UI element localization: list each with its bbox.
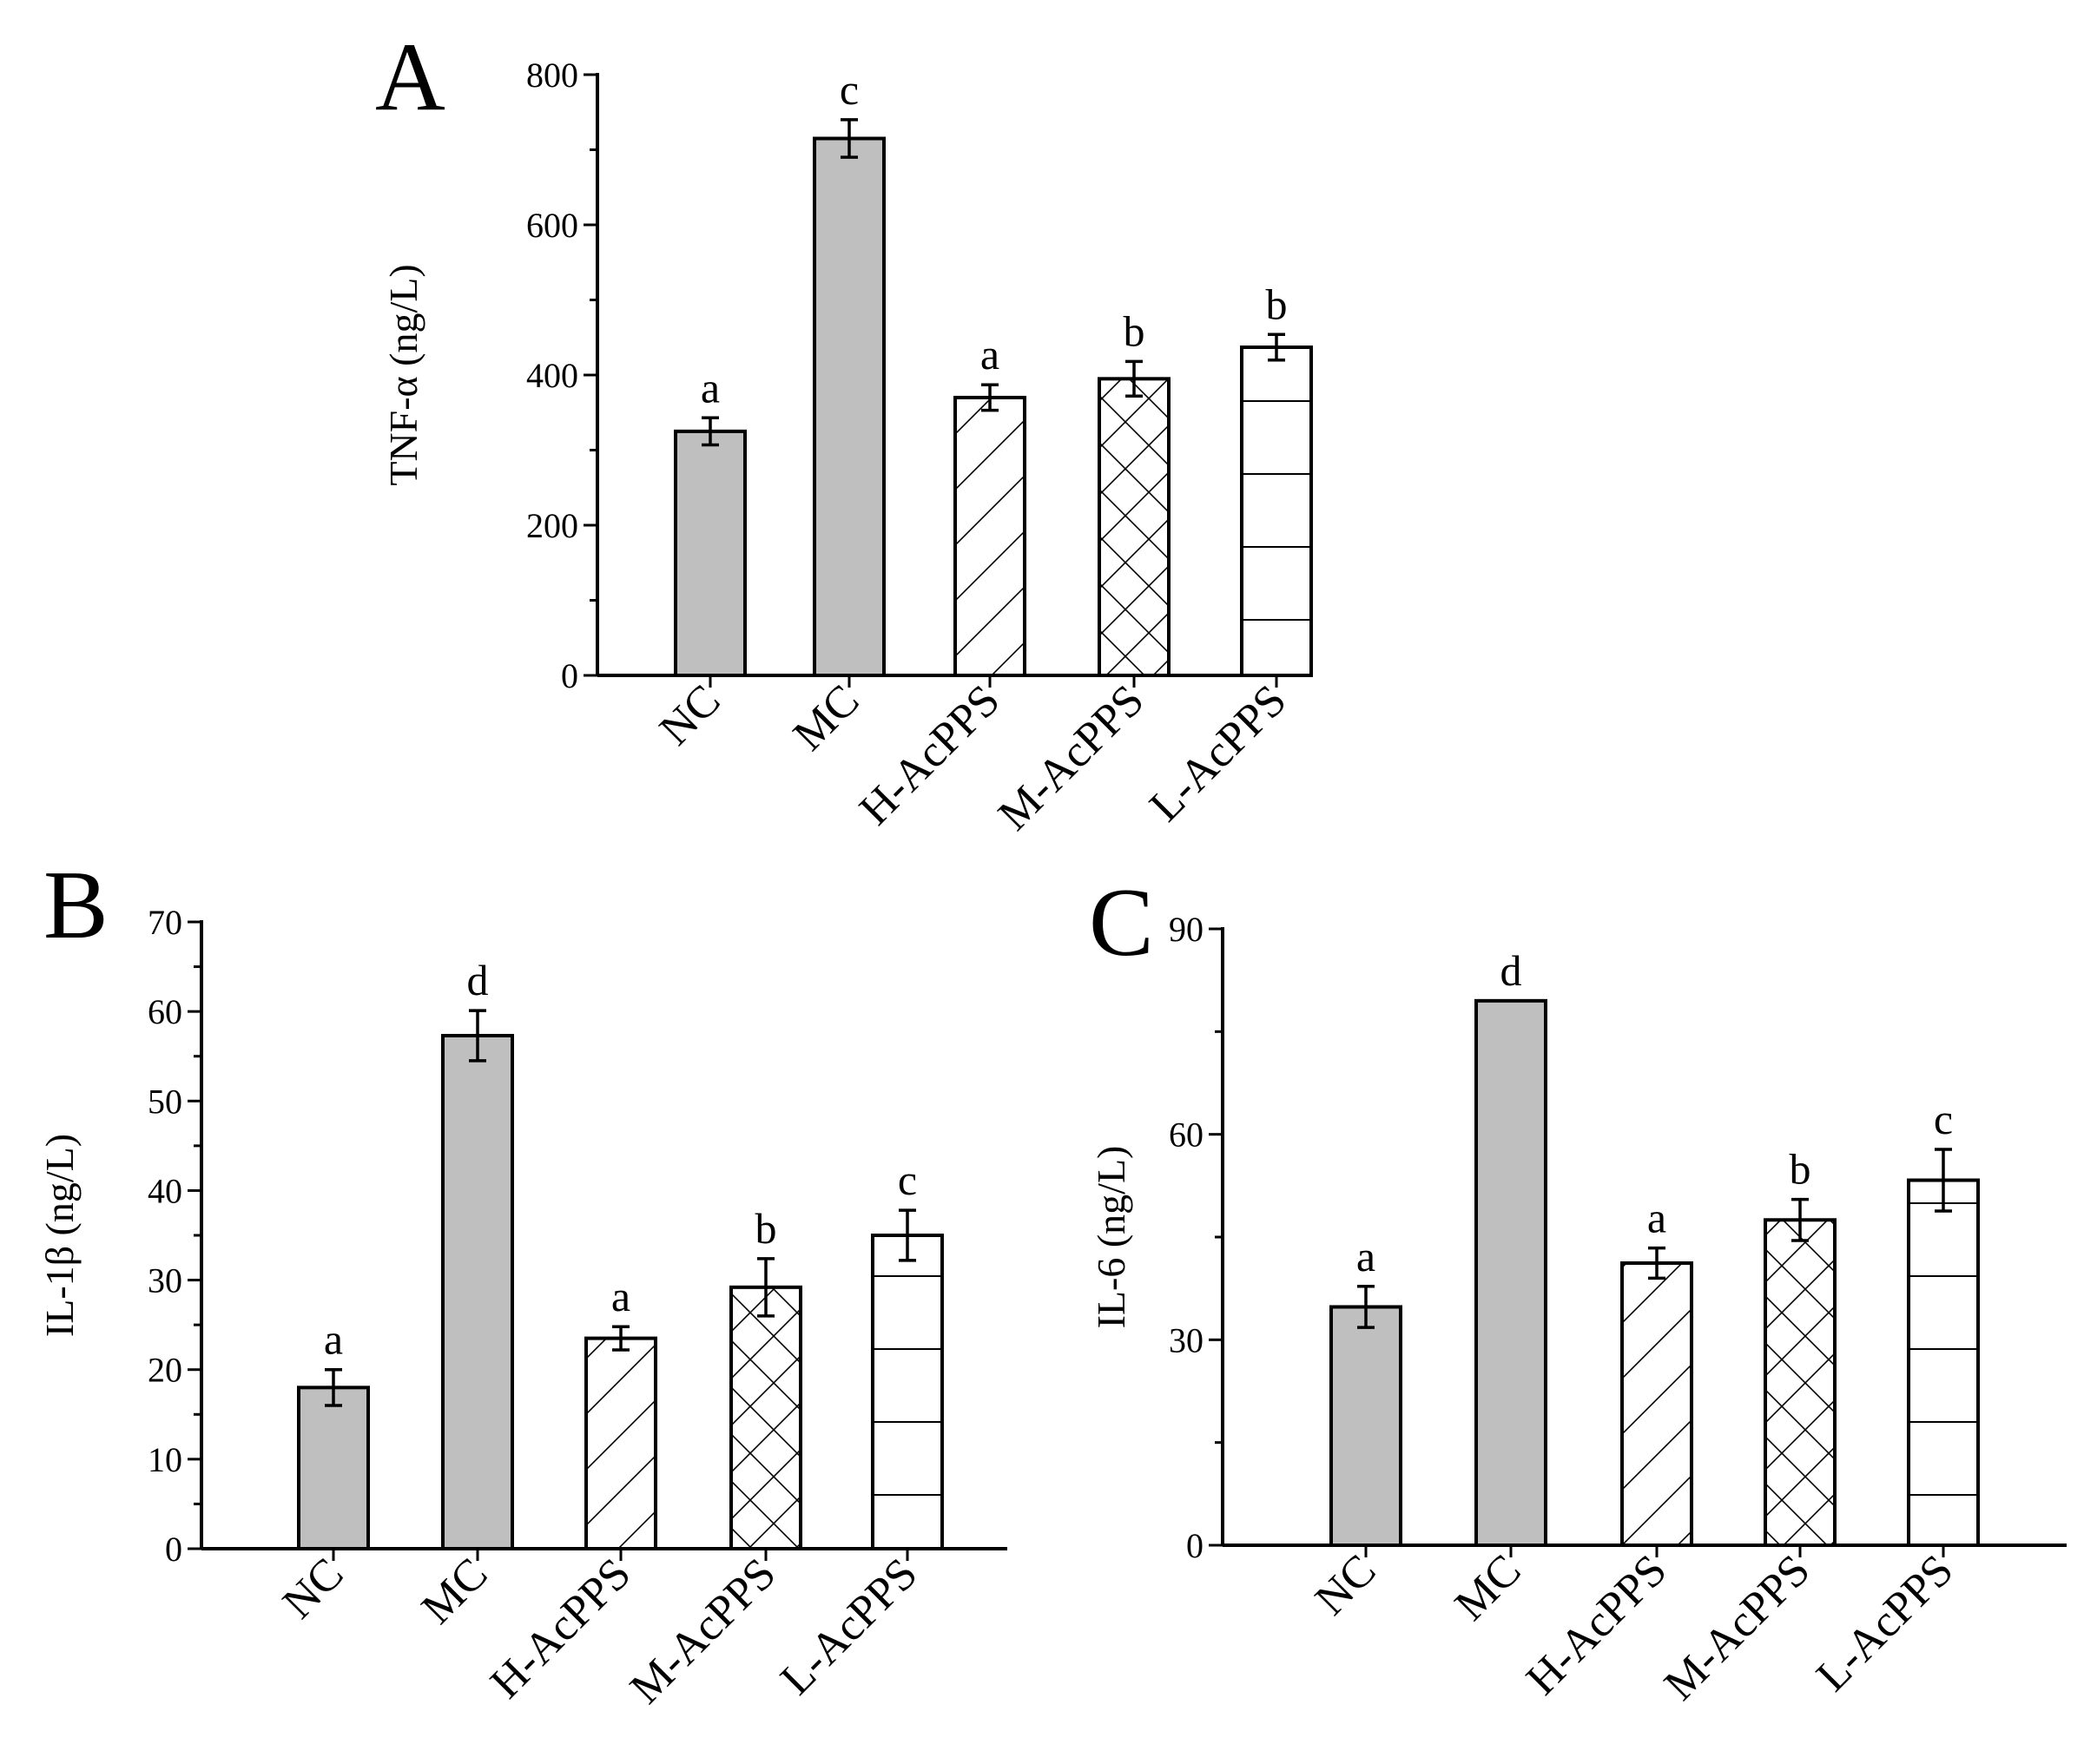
bar-mc [813, 136, 886, 677]
panel-b: B IL-1β (ng/L) 0 10 20 30 40 50 60 70 a NC d MC a H-AcP… [37, 852, 1007, 1714]
category-label: L-AcPPS [1140, 675, 1296, 831]
bar-h-acpps [953, 395, 1026, 677]
y-tick-label: 10 [148, 1440, 182, 1479]
bar-h-acpps [1620, 1260, 1693, 1547]
y-tick-label: 60 [148, 992, 182, 1031]
significance-label: d [1500, 946, 1522, 995]
category-label: NC [274, 1549, 353, 1628]
significance-label: a [611, 1272, 630, 1320]
y-axis-title: TNF-α (ng/L) [381, 264, 425, 485]
significance-label: a [324, 1315, 343, 1364]
significance-label: a [980, 330, 999, 378]
y-tick-label: 30 [1169, 1320, 1204, 1359]
significance-label: a [701, 363, 720, 411]
category-label: H-AcPPS [850, 675, 1009, 834]
significance-label: b [1266, 280, 1288, 328]
panel-a: A TNF-α (ng/L) 0 200 400 600 800 a NC c MC a H-AcPPS… [375, 23, 1313, 840]
category-label: H-AcPPS [1517, 1545, 1676, 1704]
y-tick-label: 30 [148, 1261, 182, 1300]
significance-label: c [1934, 1095, 1953, 1143]
category-label: L-AcPPS [771, 1549, 927, 1704]
y-tick-label: 20 [148, 1351, 182, 1390]
bar-m-acpps [1764, 1218, 1837, 1548]
y-tick-label: 70 [148, 903, 182, 942]
bar-l-acpps [1907, 1178, 1980, 1547]
significance-label: b [1124, 306, 1145, 355]
category-label: M-AcPPS [989, 675, 1153, 839]
panel-letter: B [43, 852, 109, 959]
bar-nc [297, 1386, 370, 1551]
significance-label: b [1790, 1145, 1811, 1194]
bar-mc [1474, 998, 1547, 1548]
y-tick-label: 0 [165, 1530, 182, 1569]
panel-letter: A [375, 23, 445, 131]
y-axis-title: IL-1β (ng/L) [37, 1134, 82, 1337]
y-axis-title: IL-6 (ng/L) [1089, 1146, 1133, 1329]
category-label: MC [1446, 1545, 1531, 1630]
category-label: MC [784, 675, 869, 760]
bar-l-acpps [871, 1234, 944, 1550]
y-tick-label: 800 [526, 56, 578, 95]
panel-c: C IL-6 (ng/L) 0 30 60 90 a NC d MC a H-AcPPS b M-AcPP… [1089, 869, 2067, 1710]
category-label: L-AcPPS [1807, 1545, 1962, 1701]
category-label: H-AcPPS [481, 1549, 640, 1708]
bar-nc [674, 429, 747, 677]
y-tick-label: 0 [561, 656, 578, 695]
bar-mc [441, 1033, 514, 1550]
y-tick-label: 400 [526, 356, 578, 395]
bar-m-acpps [729, 1285, 802, 1551]
y-tick-label: 200 [526, 506, 578, 545]
y-tick-label: 600 [526, 206, 578, 245]
significance-label: a [1356, 1232, 1375, 1280]
bar-nc [1329, 1305, 1402, 1547]
category-label: M-AcPPS [1655, 1545, 1819, 1709]
y-tick-label: 0 [1186, 1526, 1204, 1565]
significance-label: c [840, 65, 859, 114]
significance-label: a [1647, 1194, 1666, 1242]
y-tick-label: 60 [1169, 1116, 1204, 1155]
category-label: NC [650, 675, 729, 754]
category-label: M-AcPPS [621, 1549, 785, 1713]
significance-label: c [898, 1155, 917, 1204]
bar-l-acpps [1240, 345, 1313, 677]
category-label: MC [412, 1549, 498, 1634]
y-tick-label: 50 [148, 1082, 182, 1121]
panel-letter: C [1089, 869, 1154, 977]
bar-h-acpps [584, 1336, 657, 1550]
y-tick-label: 90 [1169, 910, 1204, 949]
significance-label: b [755, 1204, 777, 1253]
significance-label: d [467, 956, 489, 1004]
y-tick-label: 40 [148, 1171, 182, 1210]
bar-m-acpps [1098, 377, 1171, 677]
category-label: NC [1306, 1545, 1385, 1624]
